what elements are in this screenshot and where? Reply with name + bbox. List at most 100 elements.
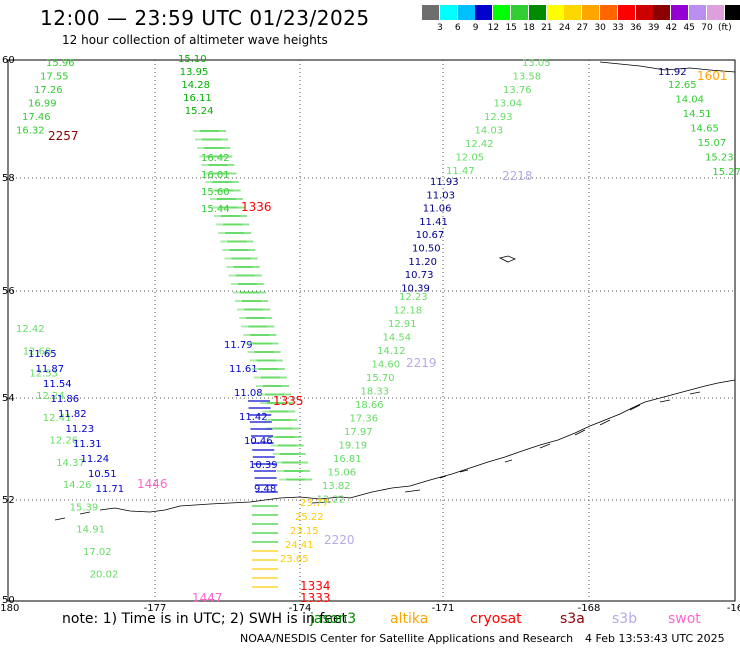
swh-value: 14.37	[56, 458, 85, 469]
swh-track-mark	[277, 444, 304, 447]
swh-track-mark	[250, 428, 273, 430]
colorbar-tick: 6	[454, 23, 461, 33]
swh-value: 17.55	[40, 72, 69, 83]
swh-value: 10.46	[244, 436, 273, 447]
legend-swot: swot	[668, 611, 701, 627]
swh-value: 11.87	[36, 364, 65, 375]
swh-value: 11.06	[423, 204, 452, 215]
orbit-number: 2220	[324, 533, 355, 547]
orbit-number: 2219	[406, 356, 437, 370]
swh-track-mark	[281, 461, 308, 464]
swh-track-mark	[212, 181, 239, 183]
swh-value: 11.65	[28, 349, 57, 360]
swh-track-mark	[258, 368, 285, 370]
legend-s3b: s3b	[612, 611, 638, 627]
swh-value: 11.03	[426, 190, 455, 201]
swh-track-mark	[265, 393, 292, 396]
swh-value: 13.76	[503, 85, 532, 96]
swh-value: 16.32	[16, 126, 45, 137]
swh-track-mark	[254, 351, 281, 353]
swh-track-mark	[256, 359, 283, 362]
swh-value: 12.42	[465, 139, 494, 150]
swh-value: 15.07	[698, 138, 727, 149]
orbit-number: 1336	[241, 200, 272, 214]
swh-value: 17.46	[22, 112, 51, 123]
swh-value: 16.42	[201, 153, 230, 164]
swh-track-mark	[251, 442, 274, 444]
orbit-labels: 2257 1336 2218 1601 2219 1335 1446 2220 13341333…	[48, 69, 728, 605]
swh-value: 11.20	[408, 257, 437, 268]
lon-label: -177	[144, 603, 167, 614]
swh-value: 20.02	[90, 569, 119, 580]
legend-cryosat: cryosat	[470, 611, 522, 627]
swh-track-mark	[235, 274, 262, 277]
lat-label: 56	[2, 286, 15, 297]
swh-track-mark	[206, 155, 233, 158]
swh-value: 18.33	[361, 387, 390, 398]
colorbar-swatch	[724, 5, 740, 20]
swh-value: 11.41	[419, 217, 448, 228]
western-aleutians-coast	[54, 497, 281, 521]
map-subtitle: 12 hour collection of altimeter wave hei…	[62, 33, 328, 47]
swh-value: 14.28	[181, 80, 210, 91]
swh-track-mark	[242, 300, 268, 302]
swh-track-mark	[229, 249, 256, 251]
swh-track-mark	[210, 172, 237, 175]
colorbar-tick: 27	[576, 23, 589, 33]
swh-track-mark	[254, 477, 277, 479]
swh-value: 16.99	[28, 99, 57, 110]
swh-track-mark	[252, 577, 278, 579]
swh-track-mark	[252, 449, 275, 451]
orbit-number: 2257	[48, 129, 79, 143]
swh-value: 11.31	[73, 439, 102, 450]
swh-value: 11.71	[96, 484, 125, 495]
swh-value: 18.66	[355, 400, 384, 411]
swh-track-mark	[233, 266, 260, 268]
swh-value: 12.53	[29, 369, 58, 380]
track-values: 15.96 17.55 17.26 16.99 17.46 16.32 15.10 13.95…	[16, 54, 740, 588]
swh-track-mark	[252, 532, 278, 534]
swh-value: 14.51	[683, 109, 712, 120]
swh-track-mark	[286, 478, 313, 481]
colorbar-tick: 42	[665, 23, 678, 33]
colorbar-tick: 70	[701, 23, 713, 33]
swh-value: 12.42	[16, 324, 45, 335]
swh-value: 11.93	[430, 177, 459, 188]
swh-value: 13.82	[322, 481, 351, 492]
colorbar-tick: 30	[594, 23, 606, 33]
colorbar-swatch	[582, 5, 600, 20]
swh-track-mark	[252, 586, 278, 588]
swh-value: 17.97	[344, 427, 373, 438]
swh-value: 15.06	[328, 468, 357, 479]
colorbar-swatch	[600, 5, 617, 20]
swh-value: 14.03	[475, 126, 504, 137]
swh-value: 14.65	[690, 124, 719, 135]
swh-value: 23.77	[300, 498, 329, 509]
colorbar-swatch	[653, 5, 671, 20]
swh-track-mark	[249, 421, 272, 423]
swh-track-mark	[239, 291, 266, 294]
swh-value: 11.23	[66, 424, 95, 435]
swh-value: 10.39	[401, 283, 430, 294]
colorbar-tick: 18	[523, 23, 535, 33]
swh-track-mark	[218, 206, 245, 209]
orbit-number: 1333	[300, 591, 331, 605]
graticule: 60 58 56 54 52 50-180 -177 -174 -171 -168 -16	[0, 55, 740, 614]
swh-value: 11.61	[229, 364, 258, 375]
swh-track-mark	[231, 257, 258, 260]
swh-value: 25.22	[295, 512, 324, 523]
swh-value: 12.65	[668, 80, 697, 91]
swh-value: 16.01	[201, 170, 230, 181]
swh-value: 15.70	[366, 373, 395, 384]
swh-track-mark	[263, 385, 289, 387]
colorbar-swatch	[528, 5, 546, 20]
lon-label: -174	[289, 603, 312, 614]
swh-track-mark	[252, 505, 278, 507]
swh-value: 11.86	[51, 394, 80, 405]
lat-label: 60	[2, 55, 15, 66]
lat-label: 58	[2, 173, 15, 184]
swh-value: 10.51	[88, 469, 117, 480]
swh-value: 10.50	[412, 244, 441, 255]
swh-value: 13.04	[494, 99, 523, 110]
